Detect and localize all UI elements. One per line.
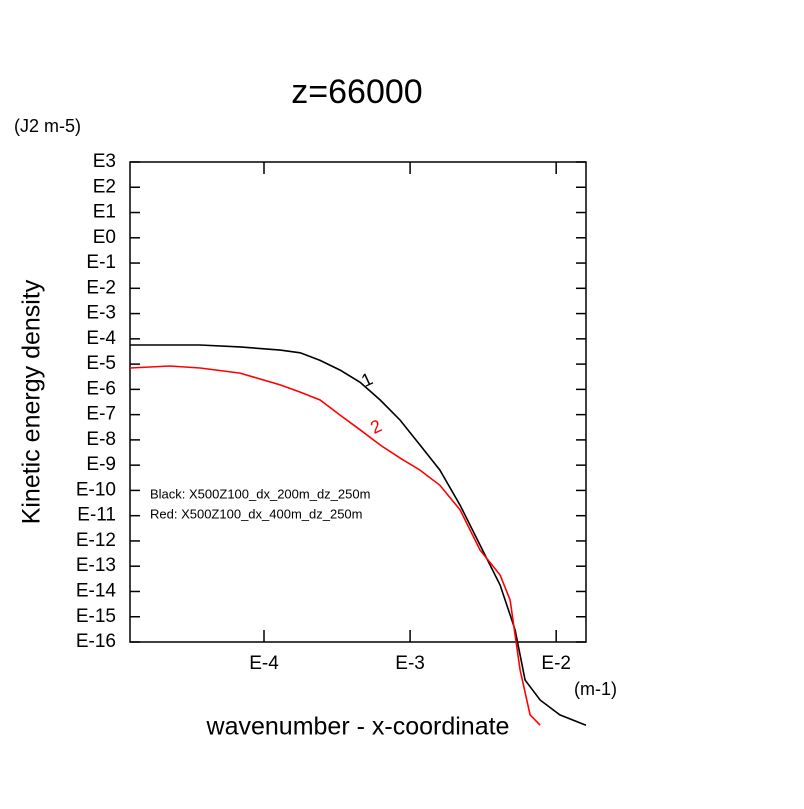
y-tick-label: E-7 <box>86 404 116 425</box>
y-tick-label: E-14 <box>76 580 117 601</box>
y-tick-label: E-8 <box>86 429 116 450</box>
y-tick-label: E-2 <box>86 277 116 298</box>
y-tick-label: E-4 <box>86 328 116 349</box>
x-unit: (m-1) <box>574 679 617 699</box>
series-label: 1 <box>358 369 376 391</box>
y-tick-label: E2 <box>93 176 116 197</box>
series-label: 2 <box>367 416 385 438</box>
plot-frame <box>129 161 587 643</box>
x-axis-label: wavenumber - x-coordinate <box>206 713 510 741</box>
y-tick-label: E0 <box>93 227 116 248</box>
y-tick-label: E-3 <box>86 303 116 324</box>
y-tick-label: E-15 <box>76 606 116 627</box>
chart-title: z=66000 <box>291 73 422 111</box>
y-tick-label: E-16 <box>76 631 116 652</box>
y-tick-label: E-6 <box>86 378 116 399</box>
x-tick-label: E-4 <box>249 653 279 674</box>
x-tick-label: E-2 <box>541 653 571 674</box>
y-tick-label: E3 <box>93 151 116 172</box>
x-tick-label: E-3 <box>395 653 425 674</box>
series-line <box>130 344 587 726</box>
y-tick-label: E-12 <box>76 530 116 551</box>
y-axis-label: Kinetic energy density <box>18 279 46 524</box>
y-tick-label: E-1 <box>86 252 116 273</box>
y-tick-label: E-11 <box>77 505 116 526</box>
y-tick-label: E-9 <box>86 454 116 475</box>
y-tick-label: E1 <box>93 202 116 223</box>
y-tick-label: E-13 <box>76 555 116 576</box>
y-tick-label: E-10 <box>76 479 116 500</box>
y-unit: (J2 m-5) <box>14 116 81 136</box>
annotation: Red: X500Z100_dx_400m_dz_250m <box>150 506 362 521</box>
series-line <box>129 365 541 726</box>
y-tick-label: E-5 <box>86 353 116 374</box>
annotation: Black: X500Z100_dx_200m_dz_250m <box>150 486 370 501</box>
